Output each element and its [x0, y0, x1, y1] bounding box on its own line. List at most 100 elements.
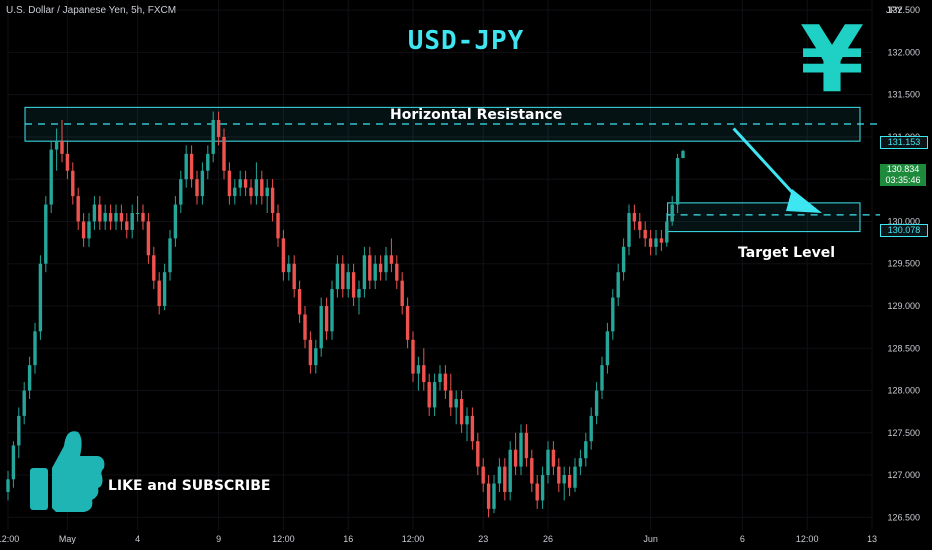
candle-body [243, 179, 248, 188]
candle-body [141, 213, 145, 222]
candle-body [600, 365, 604, 391]
candle-body [200, 170, 205, 197]
candle-body [130, 213, 134, 230]
candle-body [519, 432, 523, 467]
candle-body [357, 289, 361, 298]
candle-body [260, 179, 264, 197]
candle-body [233, 187, 237, 197]
y-tick-label: 130.000 [887, 216, 920, 226]
candle-body [308, 339, 313, 366]
candle-body [173, 204, 178, 239]
candle-body [449, 390, 453, 408]
candle-body [497, 466, 502, 484]
target-label: Target Level [738, 245, 836, 261]
candle-body [395, 263, 399, 281]
candle-body [675, 158, 680, 205]
candle-body [443, 373, 448, 391]
candle-body [535, 483, 539, 501]
candle-body [216, 120, 221, 137]
candle-body [438, 373, 442, 383]
candle-body [594, 390, 599, 416]
candle-body [648, 238, 653, 247]
candle-body [465, 415, 469, 425]
candle-body [270, 187, 275, 214]
candle-body [400, 280, 404, 306]
candle-body [238, 179, 242, 188]
arrow-icon [732, 127, 822, 214]
candle-body [324, 305, 329, 332]
candle-body [665, 221, 669, 243]
candle-body [222, 136, 226, 171]
candle-body [206, 153, 210, 171]
x-tick-label: 4 [135, 534, 140, 544]
candle-body [416, 365, 421, 374]
candle-body [287, 263, 291, 273]
candle-body [562, 475, 566, 484]
axis-unit: JPY [886, 5, 903, 15]
candle-body [303, 314, 307, 340]
thumbs-up-icon[interactable] [30, 431, 105, 512]
y-axis: 126.500 127.000 127.500 128.000 128.500 129.0… [887, 5, 920, 522]
candle-body [432, 382, 437, 408]
candle-body [44, 204, 48, 264]
candle-body [530, 458, 534, 484]
candle-body [470, 415, 475, 442]
candle-body [119, 213, 124, 222]
y-tick-label: 132.000 [887, 47, 920, 57]
x-tick-label: May [59, 534, 77, 544]
candle-body [81, 221, 86, 239]
candle-body [368, 255, 372, 281]
candle-body [33, 331, 37, 366]
candle-body [168, 238, 172, 273]
candle-body [427, 382, 431, 408]
candle-body [616, 272, 620, 298]
y-tick-label: 129.500 [887, 259, 920, 269]
candle-body [492, 483, 496, 509]
candle-body [362, 255, 367, 290]
candle-body [524, 432, 529, 459]
candle-body [184, 153, 188, 180]
candle-body [38, 263, 43, 332]
candle-body [389, 255, 394, 264]
candle-body [627, 213, 631, 247]
x-tick-label: 12:00 [402, 534, 425, 544]
candle-body [195, 179, 199, 197]
candle-body [189, 153, 194, 180]
arrow-head [786, 189, 822, 214]
candle-body [135, 213, 140, 215]
y-tick-label: 127.500 [887, 428, 920, 438]
candle-body [378, 263, 383, 273]
candle-body [92, 204, 97, 222]
y-tick-label: 126.500 [887, 512, 920, 522]
resistance-price-label: 131.153 [880, 136, 928, 149]
resistance-label: Horizontal Resistance [390, 107, 563, 123]
x-tick-label: 23 [478, 534, 488, 544]
candle-body [125, 221, 129, 230]
candle-body [76, 196, 80, 222]
x-tick-label: 13 [867, 534, 877, 544]
symbol-info: U.S. Dollar / Japanese Yen, 5h, FXCM [6, 5, 177, 16]
candle-body [384, 255, 388, 273]
candle-body [330, 289, 334, 332]
x-tick-label: 26 [543, 534, 553, 544]
candle-body [87, 221, 91, 239]
candle-body [11, 445, 16, 480]
candle-body [373, 263, 377, 281]
y-tick-label: 129.000 [887, 301, 920, 311]
like-subscribe-text[interactable]: LIKE and SUBSCRIBE [108, 478, 271, 494]
y-tick-label: 131.500 [887, 90, 920, 100]
target-price-label: 130.078 [880, 224, 928, 237]
candle-body [481, 466, 485, 484]
candle-body [654, 238, 658, 247]
last-price-label: 130.834 [880, 164, 926, 175]
candles-layer [6, 111, 685, 518]
candle-body [476, 441, 480, 467]
candle-body [211, 120, 215, 154]
candle-body [578, 458, 583, 467]
candle-body [351, 272, 356, 298]
candle-body [227, 170, 232, 197]
x-tick-label: 9 [216, 534, 221, 544]
candle-body [314, 348, 318, 366]
candle-body [589, 415, 593, 442]
